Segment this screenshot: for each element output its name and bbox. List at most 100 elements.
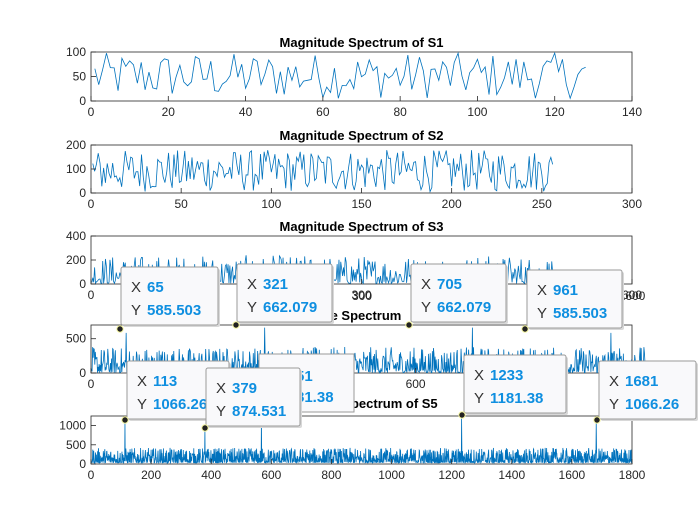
- datatip-marker[interactable]: [232, 321, 240, 329]
- datatip-x-label: X: [247, 276, 257, 293]
- y-tick-label: 0: [79, 277, 86, 291]
- datatip-y-label: Y: [216, 403, 226, 420]
- x-tick-label: 400: [201, 468, 221, 482]
- x-tick-label: 140: [622, 105, 642, 119]
- x-tick-label: 80: [393, 105, 407, 119]
- subplot-title: Magnitude Spectrum of S3: [280, 219, 444, 234]
- subplot-5: 0 200 400 600 800 1000 1200 1400 1600 1800 0 500 100…: [59, 415, 646, 482]
- datatip-x-value: 113: [153, 373, 177, 390]
- datatip-y-value: 585.503: [553, 305, 607, 322]
- datatip-x-value: 321: [263, 276, 288, 293]
- x-tick-label: 50: [174, 197, 188, 211]
- datatip-x-label: X: [609, 373, 619, 390]
- x-tick-label: 20: [162, 105, 176, 119]
- subplot-title-fragment: Spectrum of S5: [342, 396, 437, 411]
- datatip-marker[interactable]: [201, 424, 209, 432]
- x-tick-label: 150: [351, 197, 371, 211]
- datatip-y-value: 81.38: [296, 389, 334, 406]
- x-tick-label: 40: [239, 105, 253, 119]
- datatip[interactable]: XY 379 874.531: [201, 367, 302, 432]
- x-tick-label: 100: [467, 105, 487, 119]
- datatip-y-value: 1066.26: [625, 396, 679, 413]
- datatip-y-label: Y: [137, 396, 147, 413]
- datatip-x-value: 65: [147, 279, 164, 296]
- datatip[interactable]: XY 705 662.079: [405, 263, 508, 329]
- x-tick-label: 0: [88, 468, 95, 482]
- y-tick-label: 0: [79, 457, 86, 471]
- datatip-y-label: Y: [131, 302, 141, 319]
- spectrum-line: [94, 51, 586, 100]
- datatip-x-value: 1681: [625, 373, 658, 390]
- datatip-y-value: 1181.38: [490, 390, 543, 407]
- datatip-x-label: X: [131, 279, 141, 296]
- spectrum-line: [91, 418, 633, 465]
- y-tick-label: 0: [79, 186, 86, 200]
- x-tick-label: 0: [88, 288, 95, 302]
- x-tick-label: 250: [532, 197, 552, 211]
- datatip-marker[interactable]: [593, 416, 601, 424]
- y-tick-label: 100: [66, 45, 86, 59]
- y-tick-label: 500: [66, 332, 86, 346]
- datatip-x-label: X: [137, 373, 147, 390]
- datatip-x-value: 705: [437, 276, 462, 293]
- datatip-y-value: 585.503: [147, 302, 201, 319]
- x-tick-label: 300: [622, 197, 642, 211]
- x-tick-label: 0: [88, 105, 95, 119]
- datatip-x-value: 1233: [490, 367, 523, 384]
- datatip-x-value: 961: [553, 282, 578, 299]
- x-tick-label: 600: [406, 377, 426, 391]
- datatip-y-label: Y: [247, 299, 257, 316]
- x-tick-label: 1600: [619, 289, 646, 303]
- x-tick-label: 1200: [438, 468, 465, 482]
- x-tick-label: 0: [88, 377, 95, 391]
- subplot-title-fragment: de Spectrum: [323, 308, 402, 323]
- datatip-box: [526, 269, 623, 329]
- datatip[interactable]: XY 961 585.503: [521, 269, 624, 333]
- x-tick-label: 100: [261, 197, 281, 211]
- x-tick-label: 200: [442, 197, 462, 211]
- y-tick-label: 50: [73, 70, 87, 84]
- x-tick-label: 200: [141, 468, 161, 482]
- datatip-y-label: Y: [609, 396, 619, 413]
- datatip-marker[interactable]: [458, 411, 466, 419]
- y-tick-label: 1000: [59, 419, 86, 433]
- y-tick-label: 200: [66, 253, 86, 267]
- datatip[interactable]: XY 1681 1066.26: [593, 360, 698, 424]
- x-tick-label: 1800: [619, 468, 646, 482]
- spectrum-line: [92, 149, 554, 194]
- x-tick-label: 600: [622, 288, 642, 302]
- datatip[interactable]: XY 1233 1181.38: [458, 354, 568, 419]
- subplot-title: Magnitude Spectrum of S1: [280, 35, 444, 50]
- x-tick-label: 120: [545, 105, 565, 119]
- datatip-y-value: 1066.26: [153, 396, 207, 413]
- x-tick-label: 800: [321, 468, 341, 482]
- x-tick-label: 1000: [378, 468, 405, 482]
- datatip-x-label: X: [421, 276, 431, 293]
- datatip-y-value: 662.079: [263, 299, 317, 316]
- y-tick-label: 100: [66, 162, 86, 176]
- y-tick-label: 500: [66, 438, 86, 452]
- x-tick-label: 1400: [498, 468, 525, 482]
- datatip-box: [205, 367, 301, 427]
- datatip-box: [410, 263, 507, 323]
- datatip-marker[interactable]: [116, 325, 124, 333]
- datatip-x-value: 379: [232, 380, 257, 397]
- datatip-box: [120, 266, 219, 326]
- datatip-marker[interactable]: [405, 321, 413, 329]
- datatip[interactable]: XY 321 662.079: [232, 263, 334, 329]
- x-tick-label: 60: [316, 105, 330, 119]
- datatip-marker[interactable]: [121, 416, 129, 424]
- datatips: 5181.38XY65585.503XY321662.079XY705662.0…: [116, 263, 698, 432]
- x-tick-label: 300: [351, 288, 371, 302]
- x-tick-label: 300: [352, 289, 372, 303]
- y-tick-label: 0: [79, 94, 86, 108]
- datatip-x-label: X: [474, 367, 484, 384]
- datatip[interactable]: XY 65 585.503: [116, 266, 220, 333]
- x-tick-label: 600: [261, 468, 281, 482]
- x-tick-label: 0: [88, 197, 95, 211]
- datatip-x-label: X: [216, 380, 226, 397]
- datatip-box: [236, 263, 333, 323]
- datatip-marker[interactable]: [521, 325, 529, 333]
